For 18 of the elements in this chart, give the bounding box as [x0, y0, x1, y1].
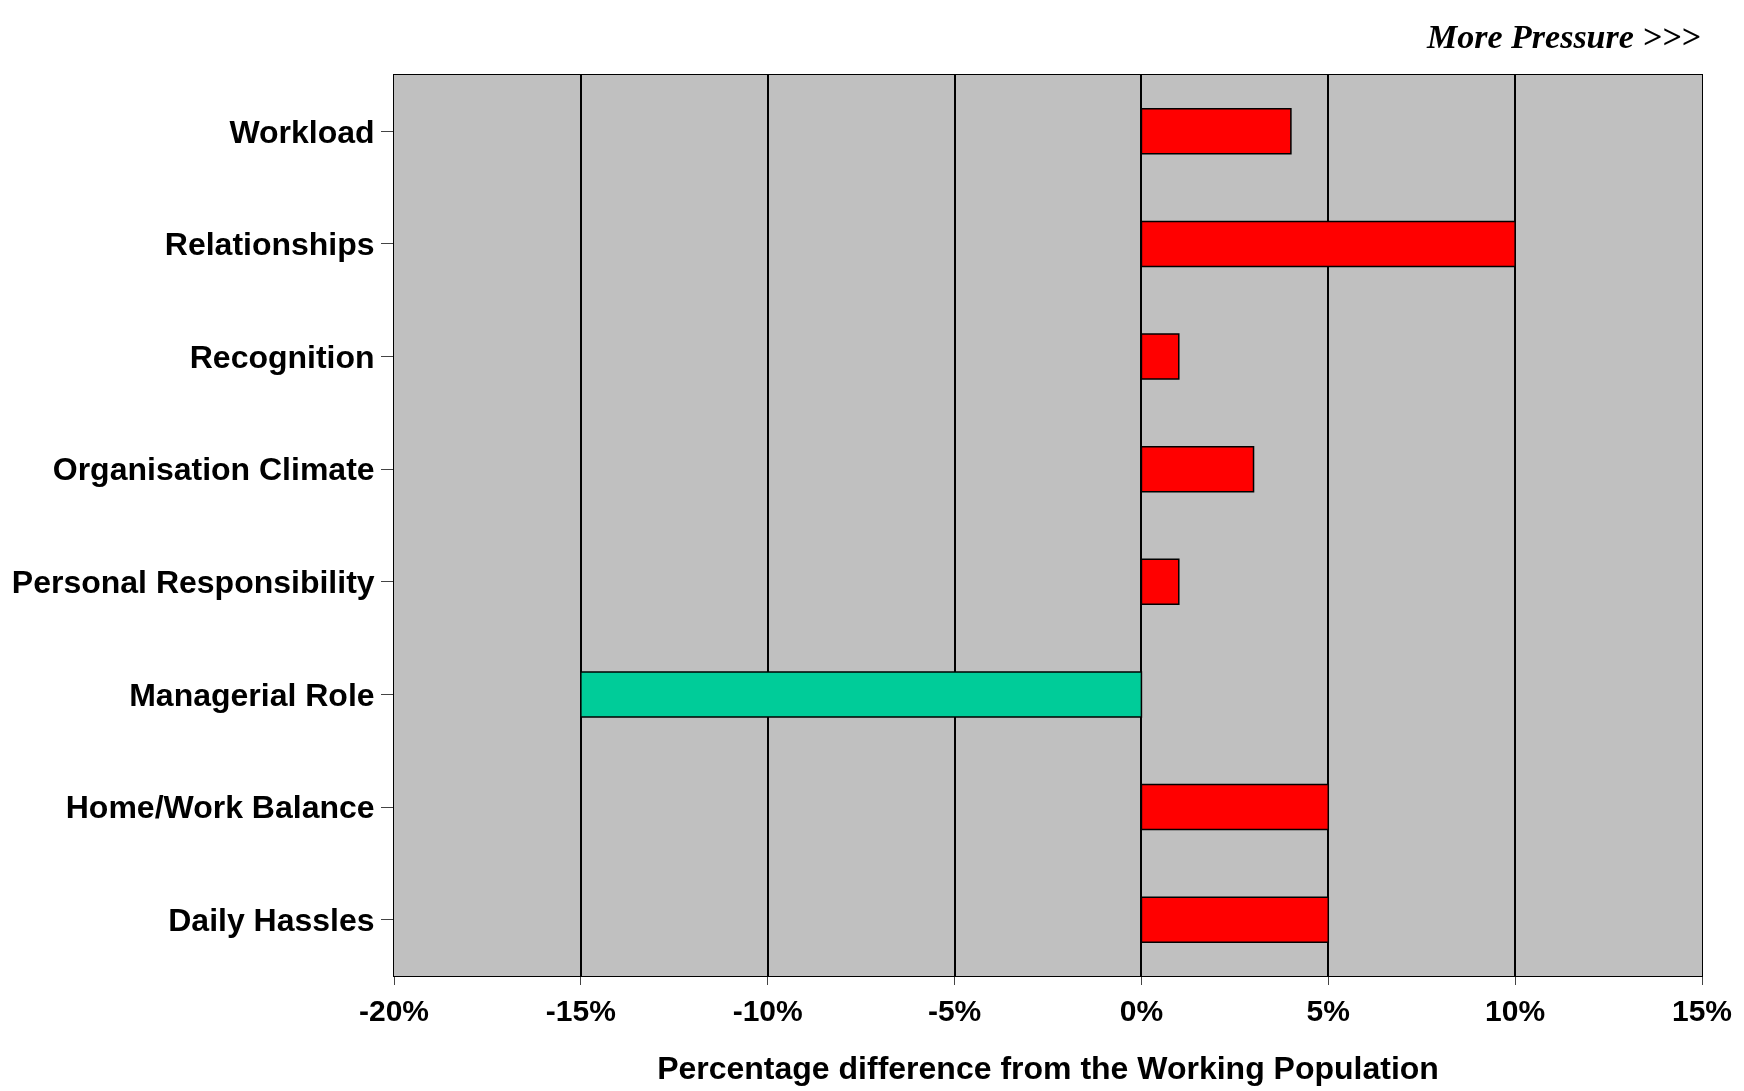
y-tick-label: Daily Hassles [168, 901, 375, 938]
x-tick-label: -10% [732, 994, 803, 1027]
y-tick-label: Recognition [189, 338, 375, 375]
text: More Pressure >>> [1426, 18, 1701, 55]
x-tick-label: 0% [1119, 994, 1164, 1027]
x-tick-label: 10% [1485, 994, 1546, 1027]
y-tick-label: Personal Responsibility [11, 564, 375, 601]
x-tick-label: 15% [1671, 994, 1733, 1027]
x-tick-label: -5% [927, 994, 982, 1027]
y-tick-label: Relationships [164, 226, 375, 263]
y-tick-label: Workload [229, 113, 375, 150]
x-tick-label: -15% [545, 994, 616, 1027]
y-tick-label: Managerial Role [129, 676, 375, 713]
x-tick-label: 5% [1306, 994, 1350, 1027]
y-tick-label: Home/Work Balance [65, 789, 375, 826]
x-axis-title: Percentage difference from the Working Population [657, 1049, 1439, 1086]
y-tick-label: Organisation Climate [52, 451, 375, 488]
x-tick-label: -20% [358, 994, 430, 1027]
